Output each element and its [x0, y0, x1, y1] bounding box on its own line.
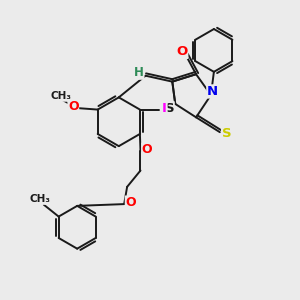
Text: O: O [68, 100, 79, 113]
Text: O: O [142, 143, 152, 156]
Text: I: I [162, 102, 167, 115]
Text: O: O [125, 196, 136, 209]
Text: S: S [222, 127, 231, 140]
Text: CH₃: CH₃ [50, 91, 71, 101]
Text: CH₃: CH₃ [30, 194, 51, 204]
Text: S: S [164, 102, 174, 115]
Text: H: H [134, 66, 144, 79]
Text: O: O [176, 45, 188, 58]
Text: N: N [207, 85, 218, 98]
